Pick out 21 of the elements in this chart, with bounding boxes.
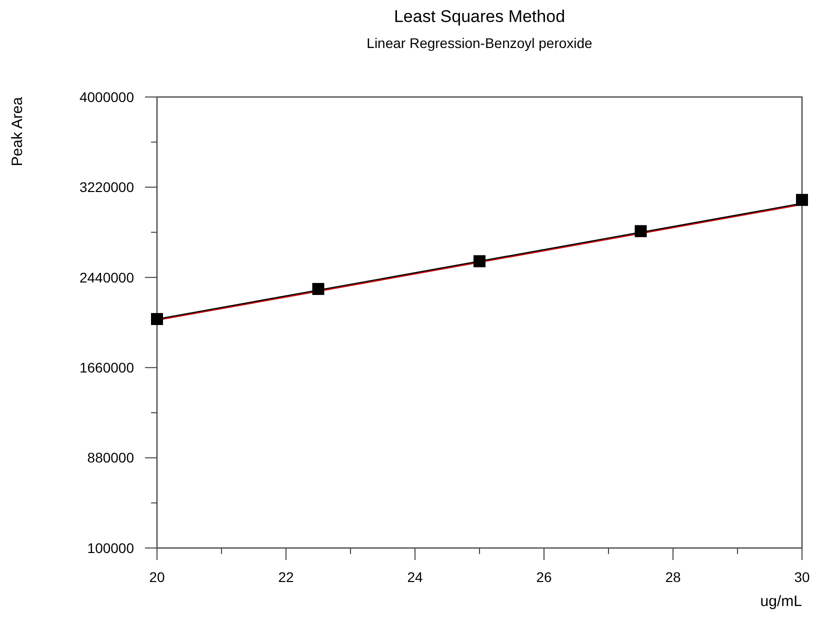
x-tick-label: 30 xyxy=(794,569,810,585)
point xyxy=(634,225,647,238)
y-tick-label: 3220000 xyxy=(79,179,134,196)
x-tick-label: 28 xyxy=(665,569,681,585)
y-tick-label: 2440000 xyxy=(79,269,134,286)
chart-subtitle: Linear Regression-Benzoyl peroxide xyxy=(366,35,593,51)
point xyxy=(474,255,486,268)
chart-title: Least Squares Method xyxy=(394,7,566,26)
y-tick-label: 1660000 xyxy=(79,360,134,376)
x-axis-title: ug/mL xyxy=(760,593,802,610)
x-tick-label: 20 xyxy=(149,569,165,585)
y-tick-label: 100000 xyxy=(87,540,134,556)
point xyxy=(312,282,324,295)
x-tick-label: 22 xyxy=(278,569,294,585)
y-tick-label: 880000 xyxy=(87,450,134,466)
x-tick-label: 24 xyxy=(407,569,423,585)
point xyxy=(796,194,808,206)
point xyxy=(151,313,163,326)
y-tick-label: 4000000 xyxy=(79,88,134,105)
y-axis-title: Peak Area xyxy=(9,96,26,166)
x-tick-label: 26 xyxy=(536,569,552,585)
